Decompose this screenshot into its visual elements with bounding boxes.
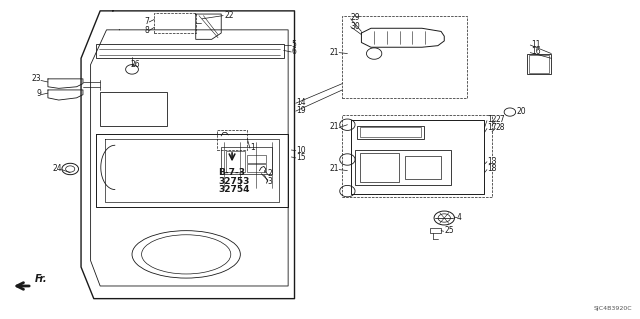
Text: 10: 10 [296, 145, 305, 154]
Bar [342, 16, 467, 98]
Text: 25: 25 [444, 226, 454, 235]
Text: 1: 1 [250, 143, 255, 152]
Text: 12: 12 [487, 115, 497, 124]
Text: 27: 27 [495, 115, 505, 124]
Text: 22: 22 [225, 11, 234, 20]
Text: 6: 6 [291, 47, 296, 56]
Text: 9: 9 [36, 89, 41, 98]
Text: 16: 16 [532, 48, 541, 56]
Text: 7: 7 [145, 18, 149, 26]
Text: 32753: 32753 [218, 176, 250, 186]
Text: 19: 19 [296, 106, 305, 115]
Text: 23: 23 [31, 74, 41, 83]
Bar [96, 44, 284, 58]
Text: 21: 21 [330, 122, 339, 131]
Text: 14: 14 [296, 98, 305, 107]
Text: Fr.: Fr. [35, 274, 47, 284]
Text: 13: 13 [487, 157, 497, 166]
Bar [429, 228, 441, 233]
Text: 18: 18 [487, 165, 497, 174]
Bar [246, 155, 266, 163]
Bar [342, 115, 492, 197]
Text: 3: 3 [268, 176, 273, 186]
Text: 15: 15 [296, 153, 305, 162]
Text: SJC4B3920C: SJC4B3920C [594, 306, 632, 311]
Text: B-7-3: B-7-3 [218, 168, 245, 177]
Text: 26: 26 [131, 60, 140, 69]
Bar [360, 152, 399, 182]
Text: 20: 20 [516, 107, 526, 116]
Text: 21: 21 [330, 48, 339, 57]
Bar [246, 164, 266, 172]
Bar [357, 126, 424, 139]
Bar [217, 130, 247, 150]
Text: 29: 29 [351, 13, 360, 22]
Bar [100, 92, 167, 126]
Text: 24: 24 [52, 164, 62, 173]
Text: 21: 21 [330, 165, 339, 174]
Text: 30: 30 [351, 22, 360, 31]
Bar [529, 55, 549, 73]
Text: 28: 28 [495, 123, 505, 132]
Text: 2: 2 [268, 169, 273, 178]
Bar [527, 54, 551, 74]
Bar [154, 13, 196, 33]
Bar [355, 150, 451, 185]
Text: 17: 17 [487, 123, 497, 132]
Bar [221, 147, 272, 174]
Text: 4: 4 [457, 212, 462, 222]
Bar [405, 156, 441, 179]
Text: 5: 5 [291, 40, 296, 48]
Text: 32754: 32754 [218, 185, 250, 194]
Bar [226, 151, 245, 172]
Bar [360, 127, 420, 137]
Text: 8: 8 [145, 26, 149, 35]
Text: 11: 11 [532, 40, 541, 48]
